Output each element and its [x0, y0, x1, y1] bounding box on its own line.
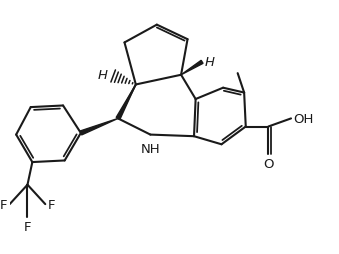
Text: F: F [24, 220, 31, 233]
Text: H: H [204, 55, 214, 68]
Text: F: F [47, 198, 55, 211]
Text: F: F [0, 198, 7, 211]
Text: OH: OH [293, 113, 314, 125]
Text: H: H [97, 68, 107, 81]
Text: O: O [263, 157, 274, 170]
Polygon shape [80, 119, 118, 135]
Text: NH: NH [141, 142, 160, 155]
Polygon shape [116, 85, 136, 120]
Polygon shape [181, 61, 203, 75]
